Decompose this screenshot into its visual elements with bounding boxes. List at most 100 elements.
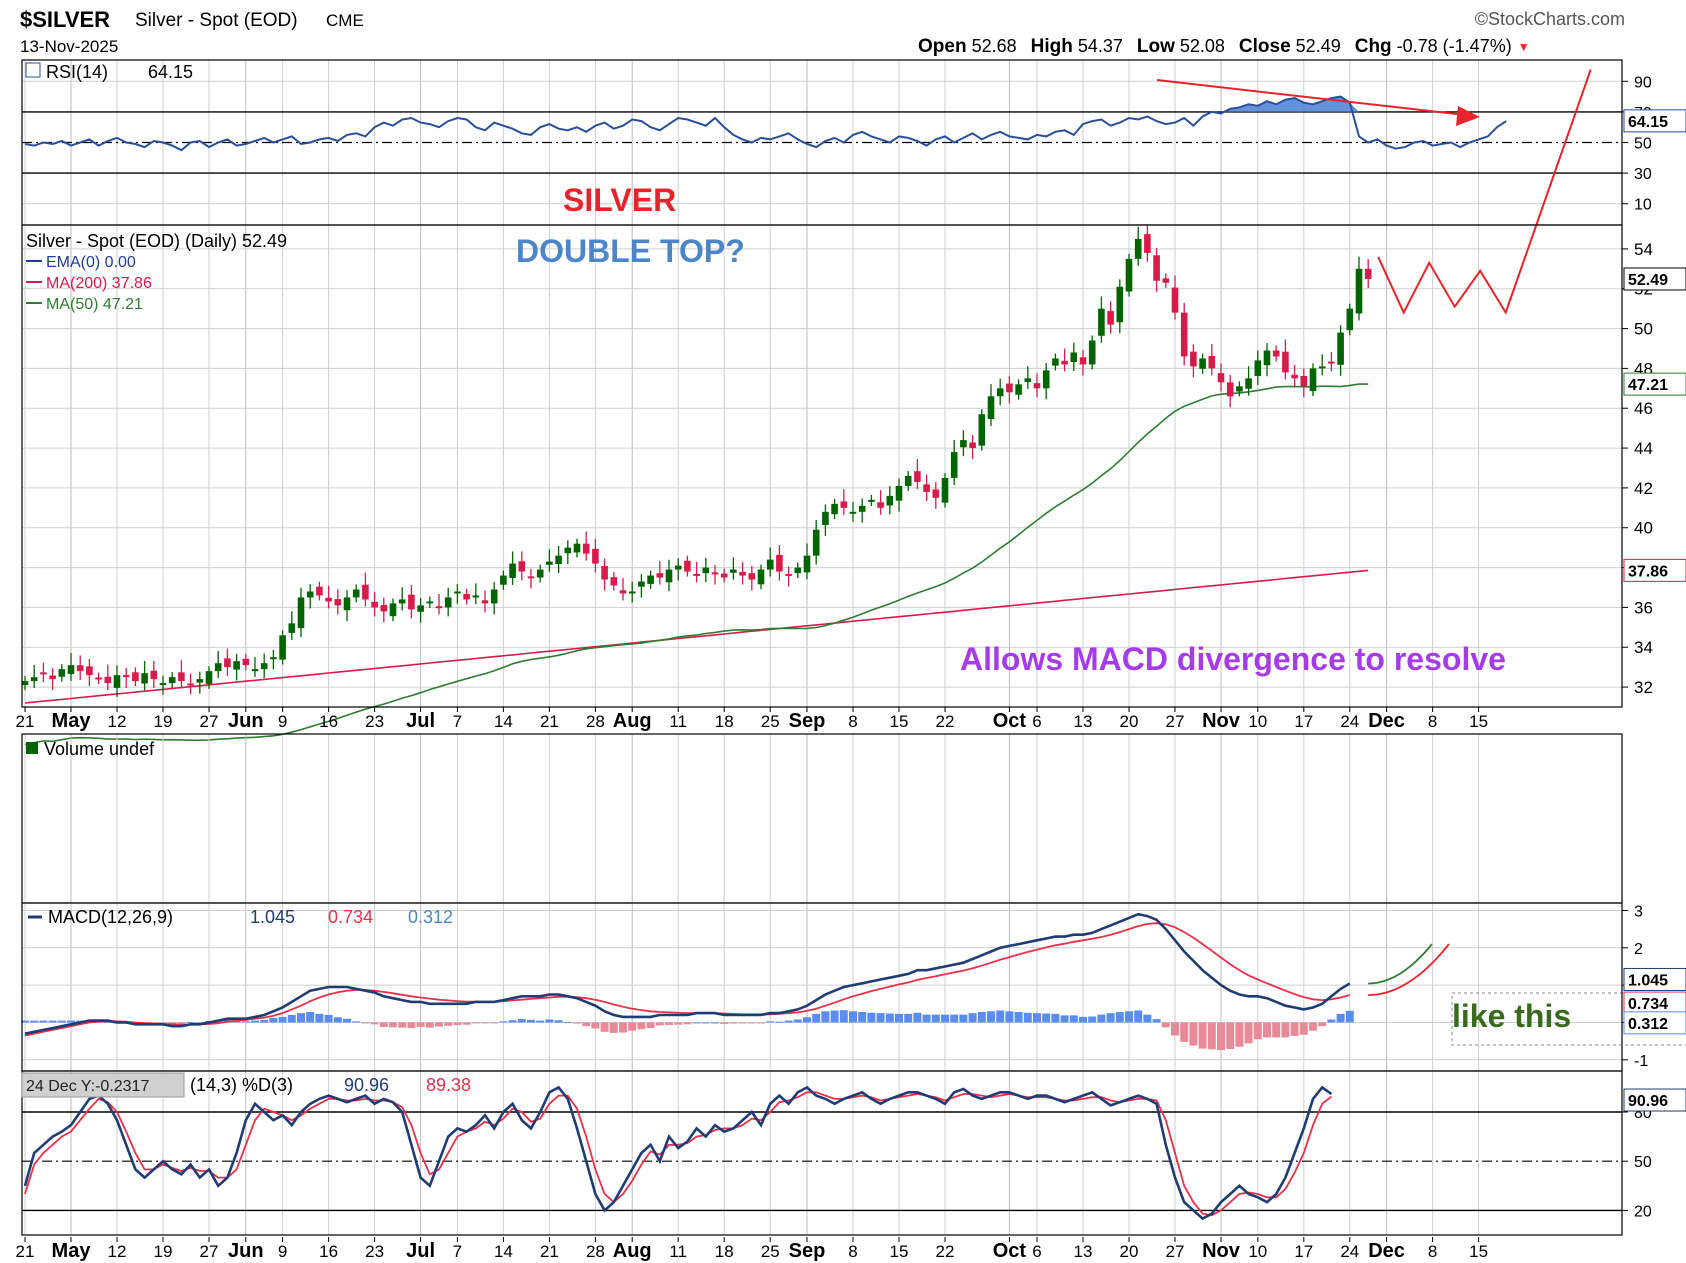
x-tick-label: 27 — [200, 1242, 219, 1261]
candle-down — [1171, 287, 1179, 313]
x-tick-label: Nov — [1202, 1240, 1241, 1262]
macd-histogram-up — [195, 1022, 204, 1024]
candle-up — [30, 677, 38, 682]
candle-up — [196, 679, 204, 683]
macd-histogram-up — [527, 1019, 535, 1023]
candle-up — [279, 635, 286, 660]
macd-histogram-down — [1272, 1022, 1281, 1038]
candle-up — [67, 665, 75, 674]
candle-down — [1328, 361, 1335, 364]
x-tick-label: 11 — [669, 712, 687, 731]
macd-histogram-up — [1336, 1013, 1345, 1023]
x-tick-label: Nov — [1202, 710, 1241, 732]
macd-histogram-down — [1161, 1022, 1170, 1028]
candle-down — [104, 676, 112, 684]
price-last-value-box — [1623, 267, 1686, 291]
y-tick-label: 34 — [1634, 638, 1653, 657]
candle-up — [665, 569, 673, 583]
candle-up — [674, 565, 682, 570]
x-tick-label: 6 — [1032, 712, 1041, 731]
macd-histogram-down — [674, 1022, 683, 1025]
candle-down — [463, 593, 470, 600]
candle-up — [849, 511, 857, 514]
macd-histogram-up — [1051, 1013, 1060, 1023]
macd-histogram-down — [379, 1022, 388, 1027]
candle-up — [58, 669, 66, 677]
macd-histogram-up — [895, 1013, 903, 1023]
x-tick-label: 12 — [108, 1242, 127, 1261]
macd-histogram-up — [315, 1013, 324, 1023]
macd-histogram-down — [1299, 1022, 1308, 1035]
macd-histogram-down — [1253, 1022, 1262, 1040]
candle-up — [638, 581, 645, 587]
macd-histogram-up — [701, 1022, 710, 1024]
candle-up — [1134, 238, 1142, 259]
candle-up — [398, 599, 406, 604]
candle-up — [214, 663, 222, 672]
candle-down — [592, 548, 599, 564]
macd-histogram-up — [30, 1020, 39, 1023]
macd-histogram-down — [619, 1022, 627, 1033]
x-tick-label: 23 — [365, 712, 384, 731]
candle-up — [978, 414, 986, 446]
candle-up — [1346, 308, 1354, 331]
candle-up — [454, 591, 461, 594]
candle-down — [739, 571, 746, 576]
stoch-legend: (14,3) %D(3) — [190, 1075, 293, 1095]
macd-histogram-up — [849, 1011, 857, 1023]
macd-histogram-up — [711, 1022, 719, 1024]
candle-down — [932, 489, 940, 498]
macd-histogram-up — [554, 1020, 563, 1023]
candle-up — [1318, 366, 1326, 369]
x-tick-label: 24 — [1340, 1242, 1359, 1261]
candle-up — [417, 605, 424, 612]
macd-histogram-up — [1143, 1014, 1152, 1023]
candle-up — [960, 440, 967, 448]
quote-bar: Open 52.68 High 54.37 Low 52.08 Close 52.49 Chg -… — [918, 36, 1530, 57]
candle-down — [49, 675, 56, 680]
macd-histogram-up — [232, 1020, 241, 1023]
macd-histogram-down — [609, 1022, 618, 1033]
macd-histogram-down — [471, 1022, 480, 1024]
candle-up — [168, 677, 176, 684]
candle-up — [803, 555, 811, 573]
candle-up — [536, 569, 544, 578]
candle-down — [1291, 374, 1298, 379]
x-tick-label: Oct — [993, 1240, 1027, 1262]
macd-histogram-down — [159, 1022, 167, 1024]
candle-down — [150, 670, 158, 680]
candle-up — [1309, 368, 1317, 392]
macd-histogram-up — [821, 1011, 830, 1023]
price-legend: Silver - Spot (EOD) (Daily) 52.49 — [26, 231, 287, 251]
candle-up — [113, 675, 121, 688]
y-tick-label: 32 — [1634, 678, 1653, 697]
x-tick-label: 18 — [715, 712, 734, 731]
y-tick-label: 40 — [1634, 519, 1653, 538]
x-tick-label: Sep — [789, 1240, 826, 1262]
macd-histogram-down — [425, 1022, 434, 1028]
macd-histogram-up — [563, 1022, 572, 1024]
candle-up — [306, 591, 314, 598]
candle-up — [886, 495, 894, 506]
macd-histogram-up — [858, 1012, 867, 1023]
y-tick-label: 42 — [1634, 479, 1653, 498]
candle-down — [711, 572, 719, 575]
macd-histogram-down — [444, 1022, 453, 1026]
candle-up — [1199, 358, 1206, 369]
macd-histogram-up — [1097, 1014, 1106, 1023]
candle-up — [260, 663, 268, 670]
macd-histogram-up — [959, 1014, 968, 1023]
y-tick-label: 2 — [1634, 941, 1643, 958]
candle-up — [288, 623, 296, 633]
candle-up — [702, 567, 710, 574]
x-tick-label: 17 — [1294, 1242, 1313, 1261]
x-tick-label: Dec — [1368, 1240, 1405, 1262]
x-tick-label: 8 — [1428, 712, 1437, 731]
macd-histogram-up — [343, 1018, 351, 1023]
macd-histogram-down — [361, 1022, 370, 1024]
macd-histogram-up — [839, 1010, 848, 1023]
macd-histogram-up — [186, 1022, 195, 1024]
candle-up — [1263, 350, 1271, 366]
candle-down — [693, 573, 700, 576]
candle-down — [1144, 234, 1151, 253]
